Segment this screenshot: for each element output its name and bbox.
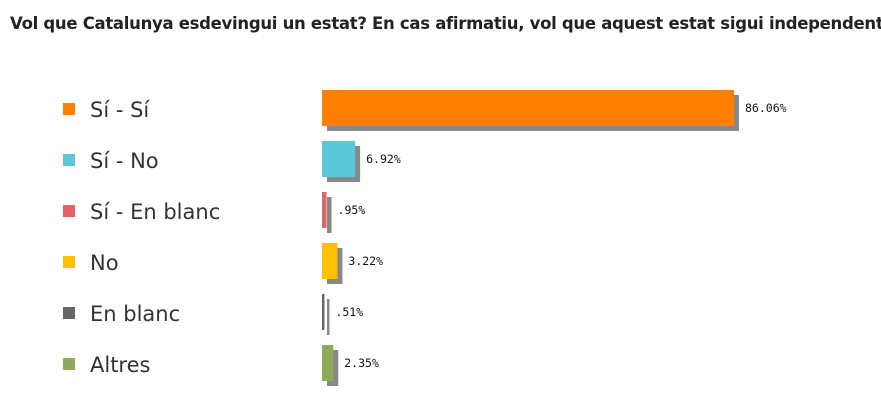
bar [322, 345, 334, 381]
category-label: Sí - Sí [90, 98, 150, 122]
legend-marker [63, 103, 75, 115]
bar [322, 243, 338, 279]
bar-shadow [327, 299, 330, 335]
category-label: No [90, 251, 119, 275]
legend-marker [63, 358, 75, 370]
chart-title: Vol que Catalunya esdevingui un estat? E… [10, 14, 881, 33]
legend-marker [63, 256, 75, 268]
bar [322, 90, 734, 126]
bar [322, 141, 356, 177]
category-label: En blanc [90, 302, 180, 326]
category-label: Sí - No [90, 149, 159, 173]
value-label: 86.06% [745, 101, 787, 115]
category-label: Altres [90, 353, 150, 377]
bar [322, 294, 325, 330]
value-label: .51% [335, 305, 363, 319]
value-label: 3.22% [348, 254, 383, 268]
category-label: Sí - En blanc [90, 200, 220, 224]
bar [322, 192, 327, 228]
value-label: .95% [338, 203, 366, 217]
legend-marker [63, 307, 75, 319]
bar-shadow [327, 197, 332, 233]
legend-marker [63, 205, 75, 217]
value-label: 2.35% [344, 356, 379, 370]
legend-marker [63, 154, 75, 166]
value-label: 6.92% [366, 152, 401, 166]
